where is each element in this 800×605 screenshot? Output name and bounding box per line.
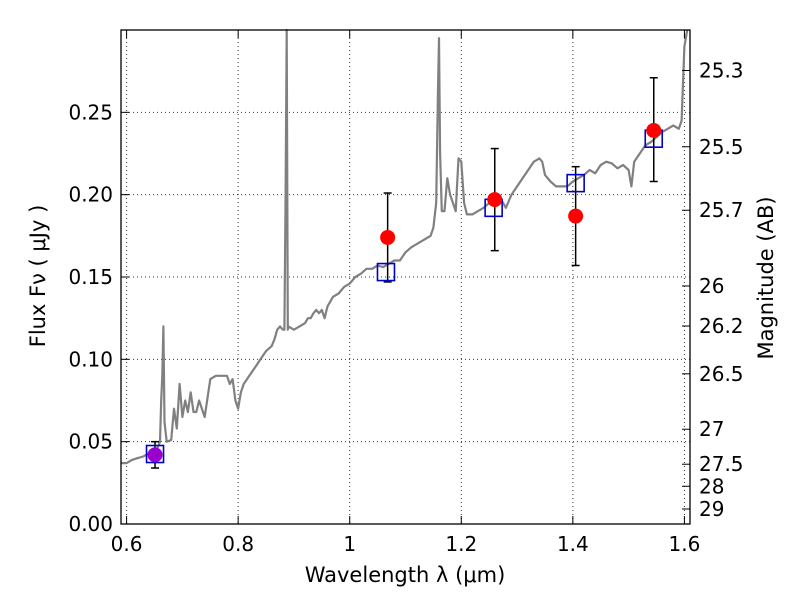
y-tick-label: 0.10	[68, 347, 113, 371]
x-axis-label: Wavelength λ (μm)	[305, 563, 506, 587]
right-y-tick-label: 26	[699, 274, 724, 298]
right-y-tick-label: 25.7	[699, 198, 744, 222]
x-tick-label: 1.2	[445, 532, 477, 556]
plot-frame	[120, 29, 691, 525]
model-square-point	[566, 173, 585, 193]
spectrum-series	[121, 28, 689, 465]
observed-circle-point	[646, 122, 662, 138]
right-y-tick-label: 28	[699, 474, 724, 498]
y-tick-label: 0.15	[68, 265, 113, 289]
y-tick-label: 0.05	[68, 430, 113, 454]
errorbar-series	[151, 77, 658, 469]
right-y-tick-label: 25.3	[699, 58, 744, 82]
observed-circle-series	[147, 122, 662, 463]
observed-circle-point	[568, 208, 584, 224]
right-y-tick-label: 27.5	[699, 452, 744, 476]
axes	[120, 29, 691, 525]
model-square-point	[145, 444, 165, 464]
x-tick-label: 0.6	[111, 532, 143, 556]
y-tick-label: 0.20	[68, 183, 113, 207]
y-tick-label: 0.25	[68, 100, 113, 124]
right-y-tick-label: 26.2	[699, 314, 744, 338]
observed-circle-point	[380, 229, 396, 245]
tick-labels: 0.6 0.8 1 1.2 1.4 1.6 0.00 0.05 0.10 0.15 0.20 0.25…	[68, 58, 743, 556]
model-square-point	[376, 262, 396, 282]
right-y-tick-label: 27	[699, 417, 724, 441]
right-y-tick-label: 25.5	[699, 135, 744, 159]
x-tick-label: 1.4	[557, 532, 589, 556]
observed-circle-point	[147, 447, 163, 463]
x-tick-label: 1.6	[669, 532, 701, 556]
right-y-axis-label: Magnitude (AB)	[754, 196, 778, 359]
observed-circle-point	[487, 192, 503, 208]
y-tick-label: 0.00	[68, 512, 113, 536]
right-y-tick-label: 26.5	[699, 362, 744, 386]
x-tick-label: 1	[343, 532, 356, 556]
x-tick-label: 0.8	[222, 532, 254, 556]
model-square-series	[145, 129, 664, 464]
y-axis-label: Flux Fν ( μJy )	[26, 205, 50, 348]
grid	[121, 30, 690, 524]
right-y-tick-label: 29	[699, 497, 724, 521]
spectrum-line	[121, 28, 689, 465]
